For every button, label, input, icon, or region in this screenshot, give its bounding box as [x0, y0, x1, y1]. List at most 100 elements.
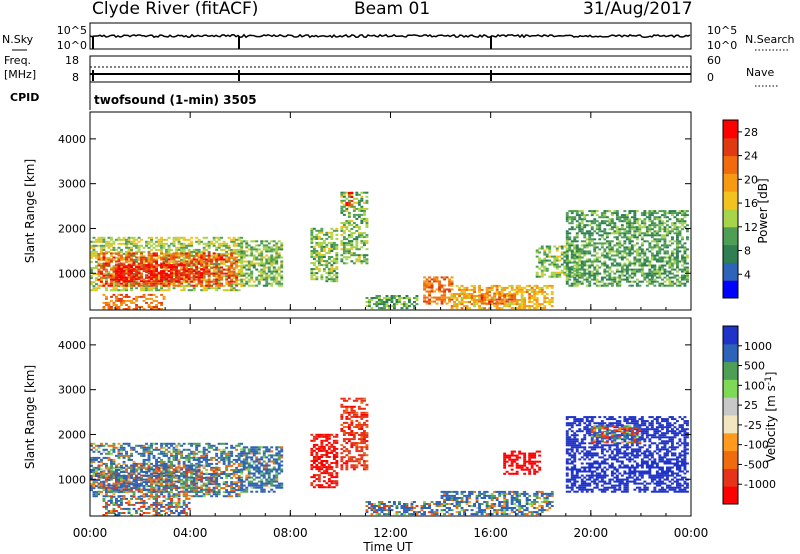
heatmap-cell — [150, 272, 153, 275]
heatmap-cell — [645, 248, 649, 251]
heatmap-cell — [157, 456, 161, 459]
heatmap-cell — [260, 270, 264, 273]
heatmap-cell — [180, 250, 184, 253]
heatmap-cell — [635, 230, 639, 233]
heatmap-cell — [212, 283, 216, 286]
heatmap-cell — [132, 262, 136, 265]
heatmap-cell — [127, 276, 131, 279]
heatmap-cell — [220, 258, 224, 261]
heatmap-cell — [488, 298, 492, 301]
heatmap-cell — [250, 272, 254, 275]
heatmap-cell — [378, 297, 381, 299]
heatmap-cell — [227, 265, 231, 267]
heatmap-cell — [363, 220, 366, 222]
heatmap-cell — [257, 280, 261, 283]
heatmap-cell — [145, 284, 148, 287]
heatmap-cell — [643, 254, 647, 257]
heatmap-cell — [180, 254, 184, 257]
heatmap-cell — [655, 218, 659, 221]
heatmap-cell — [625, 246, 629, 249]
heatmap-cell — [192, 442, 196, 445]
heatmap-cell — [615, 268, 619, 271]
heatmap-cell — [157, 254, 161, 257]
heatmap-cell — [235, 278, 239, 281]
heatmap-cell — [650, 266, 654, 269]
heatmap-cell — [217, 258, 221, 261]
heatmap-cell — [120, 471, 123, 473]
heatmap-cell — [192, 491, 196, 494]
heatmap-cell — [172, 458, 176, 461]
heatmap-cell — [160, 266, 163, 269]
heatmap-cell — [105, 448, 108, 451]
heatmap-cell — [202, 242, 206, 245]
heatmap-cell — [130, 240, 133, 243]
heatmap-cell — [530, 295, 534, 297]
heatmap-cell — [215, 252, 219, 255]
heatmap-cell — [280, 256, 284, 259]
heatmap-cell — [155, 258, 158, 261]
heatmap-cell — [560, 257, 564, 260]
heatmap-cell — [107, 306, 111, 308]
heatmap-cell — [245, 272, 249, 275]
heatmap-cell — [615, 238, 619, 241]
heatmap-cell — [227, 282, 231, 285]
heatmap-cell — [683, 214, 687, 217]
heatmap-cell — [663, 268, 667, 271]
heatmap-cell — [265, 254, 269, 257]
heatmap-cell — [167, 450, 171, 453]
heatmap-cell — [130, 299, 133, 302]
heatmap-cell — [180, 274, 184, 277]
heatmap-cell — [167, 244, 171, 247]
heatmap-cell — [458, 293, 461, 295]
heatmap-cell — [593, 268, 597, 271]
heatmap-cell — [342, 195, 346, 198]
heatmap-cell — [132, 308, 136, 310]
heatmap-cell — [167, 491, 171, 494]
heatmap-cell — [600, 280, 604, 283]
heatmap-cell — [140, 481, 143, 484]
heatmap-cell — [135, 272, 138, 275]
heatmap-cell — [350, 196, 354, 198]
heatmap-cell — [135, 256, 138, 259]
heatmap-cell — [525, 284, 529, 287]
heatmap-cell — [478, 286, 481, 289]
heatmap-cell — [655, 216, 659, 219]
heatmap-cell — [578, 264, 582, 267]
heatmap-cell — [650, 274, 654, 277]
heatmap-cell — [676, 274, 679, 277]
heatmap-cell — [275, 252, 279, 255]
heatmap-cell — [425, 290, 429, 293]
heatmap-cell — [540, 303, 544, 306]
heatmap-cell — [342, 238, 346, 241]
heatmap-cell — [533, 297, 537, 299]
heatmap-cell — [515, 307, 519, 310]
heatmap-cell — [613, 278, 617, 281]
heatmap-cell — [92, 450, 96, 453]
heatmap-cell — [600, 252, 604, 255]
heatmap-cell — [230, 238, 234, 241]
nave-label: Nave — [746, 66, 774, 79]
heatmap-cell — [170, 258, 173, 261]
heatmap-cell — [132, 260, 136, 263]
heatmap-cell — [620, 244, 624, 247]
heatmap-cell — [207, 268, 211, 271]
heatmap-cell — [117, 289, 121, 292]
heatmap-cell — [605, 242, 609, 245]
heatmap-cell — [140, 268, 143, 271]
heatmap-cell — [172, 475, 176, 477]
heatmap-cell — [247, 284, 251, 287]
heatmap-cell — [95, 475, 98, 477]
heatmap-cell — [528, 299, 532, 301]
heatmap-cell — [175, 270, 178, 273]
heatmap-cell — [643, 278, 647, 281]
heatmap-cell — [640, 226, 644, 229]
heatmap-cell — [130, 270, 133, 273]
heatmap-cell — [142, 493, 146, 496]
heatmap-cell — [443, 298, 446, 301]
heatmap-cell — [383, 303, 386, 306]
heatmap-cell — [575, 252, 579, 255]
heatmap-cell — [145, 466, 148, 469]
heatmap-cell — [363, 213, 366, 216]
heatmap-cell — [112, 458, 116, 461]
heatmap-cell — [175, 485, 178, 488]
